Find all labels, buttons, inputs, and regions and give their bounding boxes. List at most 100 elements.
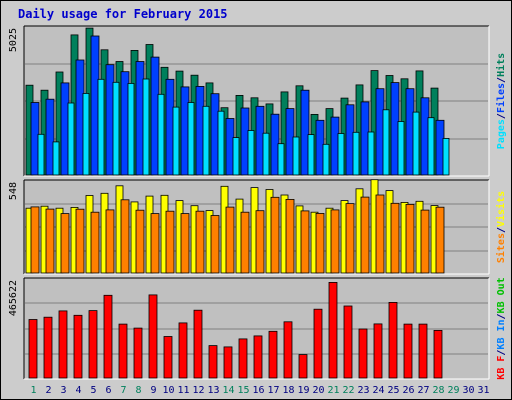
legend-entry: Visits [495,191,507,227]
bar-pages [412,111,420,176]
bar-sites [30,206,40,274]
legend-entry: Sites [495,233,507,263]
legend-entry: Hits [495,53,507,77]
legend-entry: / [496,77,507,83]
y-max-label: 5025 [8,28,19,52]
bar-pages [352,131,360,176]
bar-kb-f [28,319,38,379]
day-label: 29 [447,385,459,396]
legend-entry: Files [495,83,507,113]
day-label: 31 [477,385,489,396]
bar-pages [217,110,225,176]
bar-sites [300,210,310,274]
day-label: 12 [192,385,204,396]
legend-entry: / [496,313,507,319]
day-label: 2 [45,385,51,396]
legend-entry: / [496,113,507,119]
day-label: 3 [60,385,66,396]
day-label: 24 [372,385,384,396]
day-label: 19 [297,385,309,396]
bar-sites [360,196,370,274]
legend-entry: KB In [496,319,507,349]
bar-pages [322,143,330,176]
bar-sites [345,203,355,274]
bar-kb-f [133,327,143,379]
day-label: 20 [312,385,324,396]
bar-kb-f [388,301,398,379]
y-max-label: 548 [8,182,19,200]
bar-pages [262,132,270,176]
bar-sites [195,210,205,274]
bar-pages [202,105,210,176]
bar-kb-f [103,294,113,379]
bar-pages [397,121,405,176]
bar-sites [435,206,445,274]
bar-kb-f [373,323,383,379]
bar-kb-f [73,314,83,379]
bar-kb-f [283,321,293,379]
bar-kb-f [253,335,263,379]
bar-pages [277,143,285,176]
day-label: 10 [162,385,174,396]
legend-entry: Pages [496,119,507,149]
bar-pages [382,109,390,176]
bar-kb-f [193,309,203,379]
bar-pages [337,133,345,176]
bar-pages [232,137,240,176]
bar-kb-f [313,308,323,379]
day-label: 17 [267,385,279,396]
day-label: 14 [222,385,234,396]
bar-pages [367,131,375,176]
bar-kb-f [358,328,368,379]
bar-sites [405,203,415,274]
bar-kb-f [43,316,53,379]
bar-sites [90,211,100,274]
day-label: 9 [150,385,156,396]
bar-kb-f [208,345,218,379]
day-label: 25 [387,385,399,396]
bar-sites [45,208,55,274]
bar-sites [225,206,235,274]
bar-pages [157,93,165,176]
bar-kb-f [118,323,128,379]
bar-kb-f [268,330,278,379]
bar-pages [52,141,60,176]
bar-kb-f [418,323,428,379]
bar-sites [75,208,85,274]
bar-kb-f [298,354,308,379]
bar-pages [247,130,255,176]
day-label: 16 [252,385,264,396]
day-label: 13 [207,385,219,396]
day-label: 18 [282,385,294,396]
day-label: 22 [342,385,354,396]
bar-sites [105,209,115,274]
bar-sites [240,211,250,274]
bar-sites [135,209,145,274]
bar-files [300,89,310,176]
day-label: 27 [417,385,429,396]
bar-sites [315,212,325,274]
day-label: 15 [237,385,249,396]
panel-legend: Pages/Files/Hits [495,53,507,149]
bar-pages [67,102,75,176]
day-label: 6 [105,385,111,396]
day-label: 23 [357,385,369,396]
bar-sites [255,210,265,274]
day-label: 1 [30,385,36,396]
day-label: 28 [432,385,444,396]
day-label: 5 [90,385,96,396]
bar-sites [330,209,340,274]
chart-title: Daily usage for February 2015 [18,7,228,21]
legend-entry: / [496,350,507,356]
day-label: 21 [327,385,339,396]
bar-kb-f [178,322,188,379]
bar-pages [307,134,315,176]
day-label: 26 [402,385,414,396]
bar-sites [150,213,160,274]
legend-entry: KB F [496,356,507,380]
bar-kb-f [163,336,173,379]
bar-sites [210,215,220,274]
y-max-label: 465622 [8,280,19,316]
day-label: 30 [462,385,474,396]
